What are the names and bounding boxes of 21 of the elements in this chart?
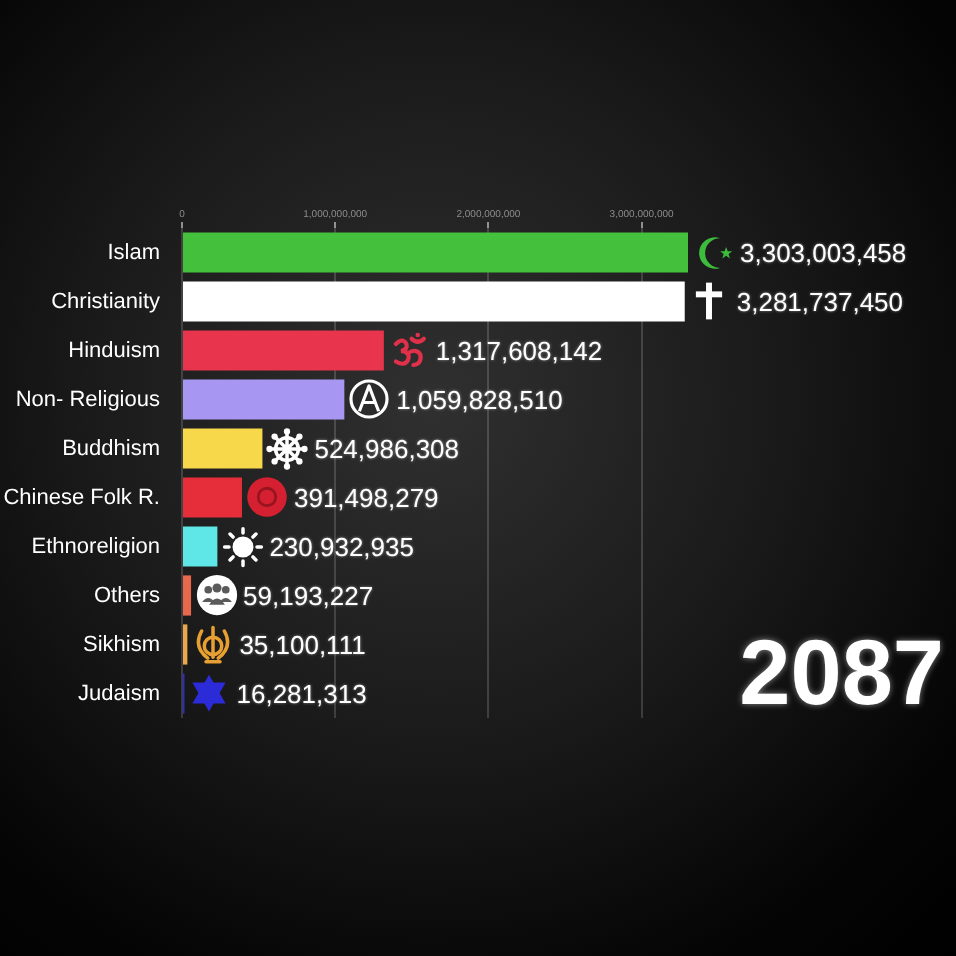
data-label: 524,986,308 — [314, 433, 460, 464]
text: 2087 — [739, 620, 944, 724]
data-label: 391,498,279 — [293, 482, 439, 513]
data-label: 3,281,737,450 — [736, 286, 904, 317]
y-tick-label: Hinduism — [68, 338, 160, 363]
y-tick-label: Judaism — [78, 681, 160, 706]
data-label: 1,059,828,510 — [396, 384, 563, 415]
y-tick-label: Sikhism — [82, 632, 160, 657]
data-label: 59,193,227 — [243, 580, 374, 611]
data-label: 1,317,608,142 — [435, 335, 603, 366]
y-tick-label: Chinese Folk R. — [3, 485, 160, 510]
data-label: 16,281,313 — [236, 678, 367, 709]
data-label: 230,932,935 — [269, 531, 414, 562]
y-tick-label: Ethnoreligion — [31, 534, 160, 559]
y-tick-label: Buddhism — [62, 436, 160, 461]
data-label: 35,100,111 — [239, 629, 366, 660]
y-tick-label: Christianity — [51, 289, 161, 314]
y-tick-label: Non- Religious — [15, 387, 161, 412]
data-label: 3,303,003,458 — [740, 237, 907, 268]
y-tick-label: Others — [93, 583, 161, 608]
y-tick-label: Islam — [107, 240, 160, 265]
